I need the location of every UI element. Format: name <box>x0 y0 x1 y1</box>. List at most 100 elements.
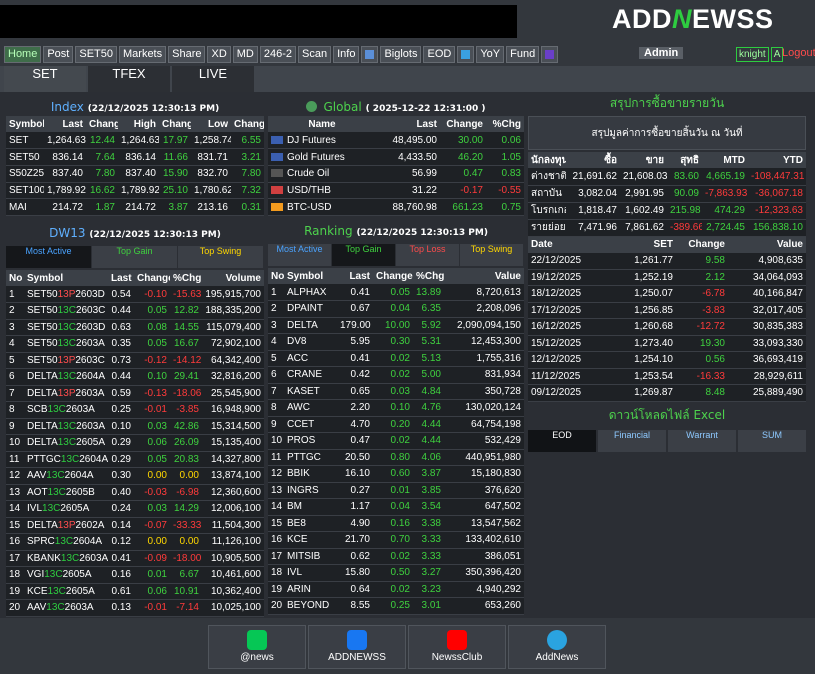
logout-link[interactable]: Logout <box>782 47 815 59</box>
column-header: Last <box>376 116 440 132</box>
table-cell: BM <box>284 498 337 516</box>
symbol-part: 13P <box>57 387 76 399</box>
panel-tab[interactable]: Top Swing <box>178 246 264 268</box>
table-cell: 3.21 <box>231 148 264 166</box>
table-cell: 350,396,420 <box>444 564 524 582</box>
market-tab[interactable]: LIVE <box>172 66 256 92</box>
download-button[interactable]: EOD <box>528 429 596 452</box>
panel-tab[interactable]: Most Active <box>6 246 92 268</box>
symbol-part: 13C <box>57 305 76 317</box>
table-cell: 25,545,900 <box>202 385 264 402</box>
nav-button[interactable]: 246-2 <box>259 46 297 63</box>
table-row: 19 KCE13C2605A 0.61 0.06 10.91 10,362,400 <box>6 583 264 600</box>
panel-tab[interactable]: Top Loss <box>396 244 460 266</box>
symbol-part: DELTA <box>27 420 58 432</box>
symbol-cell: SET5013C2603A <box>24 335 108 353</box>
table-cell: 1,264.63 <box>44 132 86 150</box>
table-cell: 15/12/2025 <box>528 335 616 352</box>
table-cell: 0.62 <box>337 548 373 565</box>
table-cell: 0.44 <box>108 302 134 320</box>
table-cell: SET50 <box>6 148 44 166</box>
table-cell: 2,090,094,150 <box>444 317 524 334</box>
market-tab[interactable]: SET <box>4 66 88 92</box>
table-cell: 30,835,383 <box>728 318 806 336</box>
footer-link[interactable]: AddNews <box>508 625 606 669</box>
table-cell: 0.03 <box>134 418 170 435</box>
table-cell: -0.07 <box>134 517 170 534</box>
market-tab[interactable]: TFEX <box>88 66 172 92</box>
nav-icon[interactable] <box>541 46 559 63</box>
title-text: Ranking <box>304 224 353 238</box>
symbol-part: 13P <box>57 354 76 366</box>
table-cell: 0.44 <box>108 368 134 386</box>
summary-title: สรุปการซื้อขายรายวัน <box>609 96 725 110</box>
header-row: No Symbol Last Change %Chg Value <box>268 268 524 284</box>
nav-button[interactable]: Fund <box>506 46 540 63</box>
nav-button[interactable]: YoY <box>476 46 505 63</box>
download-button[interactable]: Financial <box>598 429 666 452</box>
panel-tab[interactable]: Most Active <box>268 244 332 266</box>
panel-tab[interactable]: Top Gain <box>92 246 178 268</box>
nav-icon[interactable] <box>361 46 379 63</box>
table-cell: 2.12 <box>676 269 728 286</box>
table-cell: 1,818.47 <box>566 202 620 220</box>
table-cell: 56.99 <box>376 165 440 183</box>
admin-badge[interactable]: Admin <box>639 47 684 59</box>
nav-button[interactable]: Post <box>43 46 74 63</box>
table-cell: 1,264.63 <box>118 132 159 150</box>
symbol-cell: SPRC13C2604A <box>24 533 108 551</box>
panel-tab[interactable]: Top Gain <box>332 244 396 266</box>
nav-button[interactable]: MD <box>232 46 258 63</box>
table-cell: 15,180,830 <box>444 465 524 483</box>
nav-button[interactable]: Markets <box>119 46 167 63</box>
table-cell: -0.12 <box>134 352 170 369</box>
table-cell: 10,025,100 <box>202 599 264 617</box>
footer-link[interactable]: ADDNEWSS <box>308 625 406 669</box>
footer-link[interactable]: @news <box>208 625 306 669</box>
footer-label: AddNews <box>535 652 579 663</box>
table-cell: 12.82 <box>170 302 202 320</box>
nav-button[interactable]: Biglots <box>380 46 422 63</box>
nav-button[interactable]: Share <box>168 46 206 63</box>
nav-icon[interactable] <box>457 46 475 63</box>
nav-button[interactable]: EOD <box>423 46 456 63</box>
nav-button[interactable]: Info <box>333 46 360 63</box>
table-cell: 15,314,500 <box>202 418 264 435</box>
download-button[interactable]: Warrant <box>668 429 736 452</box>
nav-button[interactable]: SET50 <box>75 46 117 63</box>
table-cell: 2,991.95 <box>620 185 667 203</box>
table-cell: -15.63 <box>170 286 202 303</box>
nav-button[interactable]: XD <box>207 46 231 63</box>
table-cell: 0.61 <box>108 583 134 600</box>
table-cell: INGRS <box>284 482 337 499</box>
column-header: Value <box>728 236 806 253</box>
table-cell: 0.08 <box>134 319 170 336</box>
symbol-cell: SET5013P2603C <box>24 352 108 369</box>
table-cell: 14.29 <box>170 500 202 518</box>
table-cell: 214.72 <box>44 198 86 216</box>
nav-button[interactable]: Home <box>4 46 42 63</box>
table-cell: 13 <box>268 482 284 499</box>
table-cell: 5.92 <box>413 317 444 334</box>
table-cell: 0.59 <box>108 385 134 402</box>
download-button[interactable]: SUM <box>738 429 806 452</box>
panel-tab[interactable]: Top Swing <box>460 244 524 266</box>
table-cell: 6.67 <box>170 566 202 584</box>
table-cell: 18/12/2025 <box>528 285 616 303</box>
table-cell: PTTGC <box>284 449 337 466</box>
table-cell: -0.55 <box>486 182 524 200</box>
symbol-part: 13C <box>57 338 76 350</box>
footer-link[interactable]: NewssClub <box>408 625 506 669</box>
account-name[interactable]: knight <box>736 47 769 62</box>
table-row: 13 INGRS 0.27 0.01 3.85 376,620 <box>268 482 524 499</box>
table-cell: 440,951,980 <box>444 449 524 466</box>
data-table: No Symbol Last Change %Chg Value 1 ALPHAX 0.41 0.… <box>268 268 524 615</box>
table-row: 2 SET5013C2603C 0.44 0.05 12.82 188,335,200 <box>6 302 264 320</box>
table-cell: 32,017,405 <box>728 302 806 319</box>
symbol-part: 2603A <box>64 602 94 614</box>
table-cell: 64,754,198 <box>444 416 524 433</box>
nav-button[interactable]: Scan <box>298 46 332 63</box>
name-cell: Crude Oil <box>268 165 376 183</box>
panel-tabs: Most Active Top Gain Top Swing <box>6 246 264 268</box>
